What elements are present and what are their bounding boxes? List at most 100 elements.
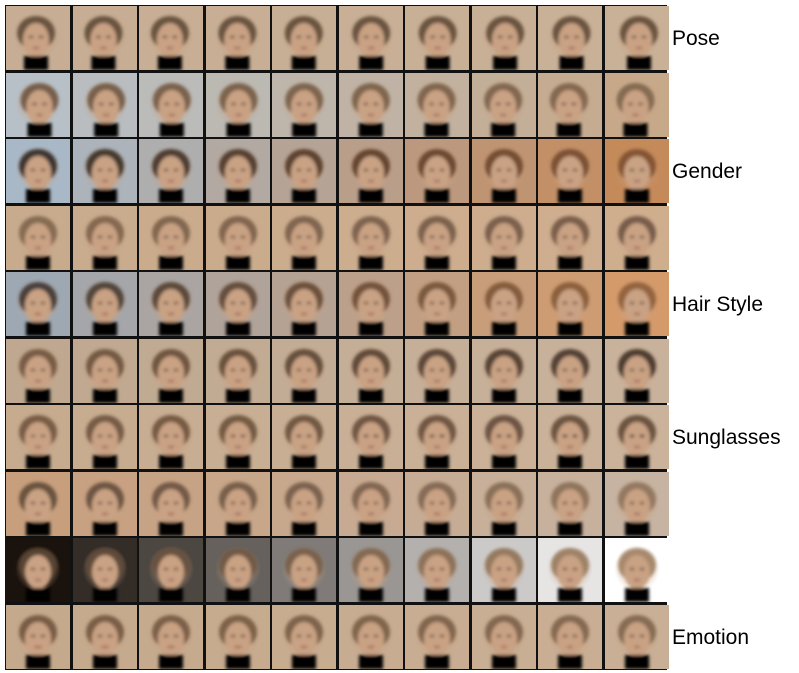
face-image-r0-c1 (72, 6, 137, 70)
face-image-r7-c5 (338, 471, 403, 536)
face-image-r4-c0 (6, 272, 70, 336)
face-image-r9-c1 (72, 604, 137, 669)
face-image-r7-c3 (205, 471, 270, 536)
face-image-r5-c3 (205, 338, 270, 403)
face-image-r1-c3 (205, 72, 270, 137)
face-image-r7-c8 (538, 471, 602, 536)
face-image-grid (5, 5, 669, 670)
face-image-r6-c1 (72, 405, 137, 469)
face-image-r9-c6 (405, 604, 469, 669)
face-image-r5-c6 (405, 338, 469, 403)
face-image-r1-c8 (538, 72, 602, 137)
face-image-r5-c8 (538, 338, 602, 403)
face-image-r2-c6 (405, 139, 469, 203)
face-image-r1-c0 (6, 72, 70, 137)
face-image-r5-c2 (139, 338, 203, 403)
face-image-r2-c4 (272, 139, 336, 203)
face-image-r8-c9 (604, 538, 669, 602)
face-image-r7-c6 (405, 471, 469, 536)
face-image-r4-c5 (338, 272, 403, 336)
face-image-r0-c6 (405, 6, 469, 70)
face-image-r1-c2 (139, 72, 203, 137)
face-image-r6-c9 (604, 405, 669, 469)
face-image-r6-c3 (205, 405, 270, 469)
face-image-r3-c2 (139, 205, 203, 270)
face-image-r3-c6 (405, 205, 469, 270)
face-image-r8-c8 (538, 538, 602, 602)
face-image-r0-c4 (272, 6, 336, 70)
face-image-r9-c2 (139, 604, 203, 669)
face-image-r9-c5 (338, 604, 403, 669)
face-image-r6-c2 (139, 405, 203, 469)
face-image-r3-c5 (338, 205, 403, 270)
face-image-r8-c6 (405, 538, 469, 602)
face-image-r8-c7 (471, 538, 536, 602)
face-image-r9-c0 (6, 604, 70, 669)
face-image-r1-c7 (471, 72, 536, 137)
row-label-pose: Pose (672, 27, 720, 50)
face-image-r0-c5 (338, 6, 403, 70)
face-image-r7-c0 (6, 471, 70, 536)
face-image-r1-c9 (604, 72, 669, 137)
face-image-r6-c8 (538, 405, 602, 469)
face-image-r3-c3 (205, 205, 270, 270)
face-image-r7-c9 (604, 471, 669, 536)
face-image-r9-c8 (538, 604, 602, 669)
face-image-r6-c0 (6, 405, 70, 469)
face-image-r1-c4 (272, 72, 336, 137)
face-image-r3-c0 (6, 205, 70, 270)
face-image-r3-c1 (72, 205, 137, 270)
face-image-r6-c7 (471, 405, 536, 469)
face-image-r5-c0 (6, 338, 70, 403)
face-image-r5-c9 (604, 338, 669, 403)
face-image-r8-c1 (72, 538, 137, 602)
face-image-r4-c2 (139, 272, 203, 336)
face-image-r9-c3 (205, 604, 270, 669)
face-image-r0-c3 (205, 6, 270, 70)
face-image-r8-c0 (6, 538, 70, 602)
face-image-r1-c6 (405, 72, 469, 137)
row-label-sunglasses: Sunglasses (672, 426, 781, 449)
face-image-r7-c4 (272, 471, 336, 536)
face-image-r7-c2 (139, 471, 203, 536)
face-image-r4-c6 (405, 272, 469, 336)
face-image-r8-c3 (205, 538, 270, 602)
face-image-r4-c4 (272, 272, 336, 336)
face-image-r3-c9 (604, 205, 669, 270)
face-image-r4-c1 (72, 272, 137, 336)
face-image-r8-c4 (272, 538, 336, 602)
face-image-r7-c7 (471, 471, 536, 536)
face-image-r1-c1 (72, 72, 137, 137)
face-image-r4-c7 (471, 272, 536, 336)
face-image-r6-c4 (272, 405, 336, 469)
face-image-r1-c5 (338, 72, 403, 137)
face-image-r9-c9 (604, 604, 669, 669)
face-image-r0-c9 (604, 6, 669, 70)
face-image-r5-c5 (338, 338, 403, 403)
face-image-r5-c7 (471, 338, 536, 403)
face-image-r2-c2 (139, 139, 203, 203)
face-image-r4-c3 (205, 272, 270, 336)
face-image-r7-c1 (72, 471, 137, 536)
row-label-emotion: Emotion (672, 625, 750, 649)
row-label-hair-style: Hair Style (672, 293, 764, 316)
face-image-r4-c8 (538, 272, 602, 336)
face-image-r8-c5 (338, 538, 403, 602)
face-image-r3-c4 (272, 205, 336, 270)
face-image-r5-c4 (272, 338, 336, 403)
face-image-r3-c8 (538, 205, 602, 270)
face-image-r3-c7 (471, 205, 536, 270)
face-image-r0-c2 (139, 6, 203, 70)
face-image-r2-c1 (72, 139, 137, 203)
face-image-r2-c7 (471, 139, 536, 203)
face-image-r2-c0 (6, 139, 70, 203)
face-image-r5-c1 (72, 338, 137, 403)
face-image-r9-c7 (471, 604, 536, 669)
face-image-r2-c8 (538, 139, 602, 203)
row-label-gender: Gender (672, 160, 743, 183)
face-image-r6-c5 (338, 405, 403, 469)
face-image-r6-c6 (405, 405, 469, 469)
face-image-r0-c8 (538, 6, 602, 70)
face-image-r4-c9 (604, 272, 669, 336)
face-image-r0-c0 (6, 6, 70, 70)
